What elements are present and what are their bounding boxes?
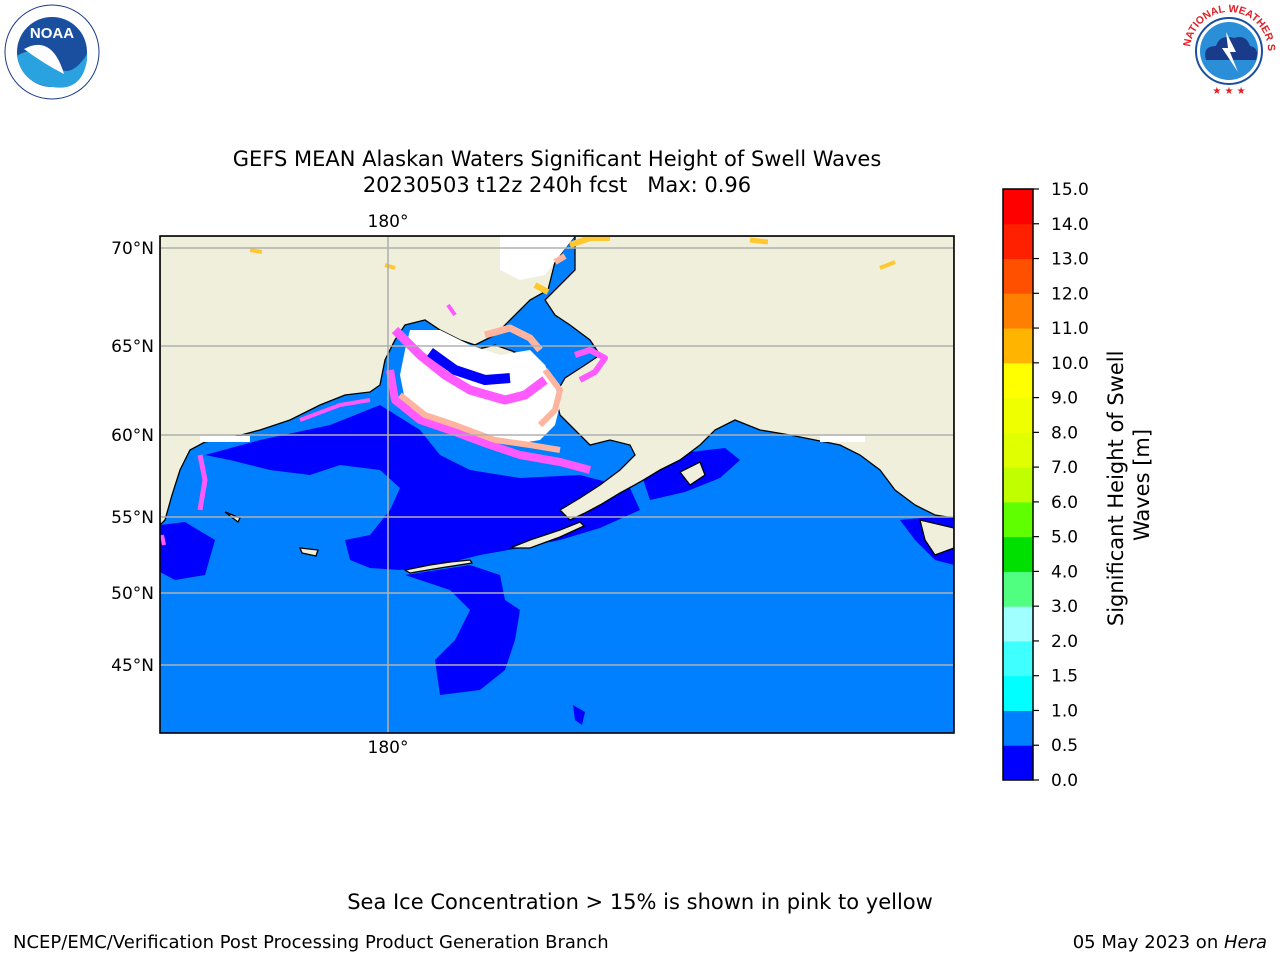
colorbar-swatches xyxy=(1003,189,1033,781)
footer-date: 05 May 2023 on Hera xyxy=(1073,932,1267,953)
map-frame xyxy=(159,235,955,734)
colorbar-swatch xyxy=(1003,675,1033,711)
colorbar-ticks: 0.0 0.5 1.0 1.5 2.0 3.0 4.0 5.0 6.0 7.0 8.0 9.0 10.0… xyxy=(1033,180,1089,791)
colorbar-swatch xyxy=(1003,606,1033,642)
lat-label: 70°N xyxy=(111,239,154,259)
colorbar-swatch xyxy=(1003,362,1033,399)
noaa-logo-text: NOAA xyxy=(30,25,74,42)
chart-title: GEFS MEAN Alaskan Waters Significant Hei… xyxy=(0,146,1114,198)
colorbar-tick-label: 1.5 xyxy=(1051,667,1078,687)
lat-label: 45°N xyxy=(111,656,154,676)
colorbar-tick-label: 11.0 xyxy=(1051,319,1089,339)
footer-date-text: 05 May 2023 on xyxy=(1072,932,1224,953)
lon-label-top: 180° xyxy=(368,212,409,232)
colorbar-tick-label: 15.0 xyxy=(1051,180,1089,200)
colorbar-tick-label: 0.5 xyxy=(1051,736,1078,756)
sea-ice-edges xyxy=(160,236,896,546)
colorbar-tick-label: 8.0 xyxy=(1051,423,1078,443)
colorbar-swatch xyxy=(1003,397,1033,433)
footer-machine: Hera xyxy=(1223,932,1267,953)
colorbar-swatch xyxy=(1003,536,1033,572)
colorbar-swatch xyxy=(1003,571,1033,607)
lon-label-bottom: 180° xyxy=(368,738,409,758)
svg-text:★ ★ ★: ★ ★ ★ xyxy=(1212,86,1245,97)
colorbar-tick-label: 6.0 xyxy=(1051,493,1078,513)
colorbar-swatch xyxy=(1003,467,1033,503)
colorbar-tick-label: 9.0 xyxy=(1051,389,1078,409)
colorbar-label-line2: Waves [m] xyxy=(1130,429,1154,541)
colorbar-tick-label: 14.0 xyxy=(1051,215,1089,235)
sea-ice-note: Sea Ice Concentration > 15% is shown in … xyxy=(347,890,933,914)
colorbar-tick-label: 5.0 xyxy=(1051,528,1078,548)
colorbar-swatch xyxy=(1003,328,1033,364)
colorbar-swatch xyxy=(1003,710,1033,746)
colorbar-swatch xyxy=(1003,745,1033,781)
title-line-1: GEFS MEAN Alaskan Waters Significant Hei… xyxy=(232,147,882,171)
graticule xyxy=(160,236,954,733)
lat-labels: 70°N 65°N 60°N 55°N 50°N 45°N xyxy=(111,239,154,676)
colorbar: 0.0 0.5 1.0 1.5 2.0 3.0 4.0 5.0 6.0 7.0 8.0 9.0 10.0… xyxy=(1002,180,1154,791)
colorbar-swatch xyxy=(1003,223,1033,260)
colorbar-tick-label: 10.0 xyxy=(1051,354,1089,374)
colorbar-swatch xyxy=(1003,189,1033,225)
colorbar-tick-label: 3.0 xyxy=(1051,597,1078,617)
land-masses xyxy=(160,236,954,574)
colorbar-tick-label: 7.0 xyxy=(1051,458,1078,478)
svg-text:Significant Height of Swell: Significant Height of Swell Waves [m] xyxy=(1104,344,1154,626)
national-weather-service-logo: NATIONAL WEATHER SERVICE ★ ★ ★ xyxy=(1176,0,1278,100)
swell-height-map: 180° 180° 70°N 65°N 60°N 55°N 50°N 45°N xyxy=(111,212,955,758)
colorbar-swatch xyxy=(1003,640,1033,677)
colorbar-tick-label: 2.0 xyxy=(1051,632,1078,652)
colorbar-label-line1: Significant Height of Swell xyxy=(1104,351,1128,627)
colorbar-tick-label: 13.0 xyxy=(1051,250,1089,270)
lat-label: 50°N xyxy=(111,584,154,604)
colorbar-swatch xyxy=(1003,501,1033,538)
colorbar-swatch xyxy=(1003,293,1033,329)
title-line-2: 20230503 t12z 240h fcst Max: 0.96 xyxy=(362,173,752,197)
noaa-logo: NOAA xyxy=(4,4,100,100)
colorbar-swatch xyxy=(1003,258,1033,294)
colorbar-tick-label: 4.0 xyxy=(1051,562,1078,582)
colorbar-tick-label: 1.0 xyxy=(1051,701,1078,721)
lat-label: 65°N xyxy=(111,337,154,357)
colorbar-tick-label: 0.0 xyxy=(1051,771,1078,791)
lat-label: 55°N xyxy=(111,508,154,528)
colorbar-swatch xyxy=(1003,432,1033,468)
lat-label: 60°N xyxy=(111,426,154,446)
colorbar-tick-label: 12.0 xyxy=(1051,284,1089,304)
footer-credit: NCEP/EMC/Verification Post Processing Pr… xyxy=(13,932,609,953)
